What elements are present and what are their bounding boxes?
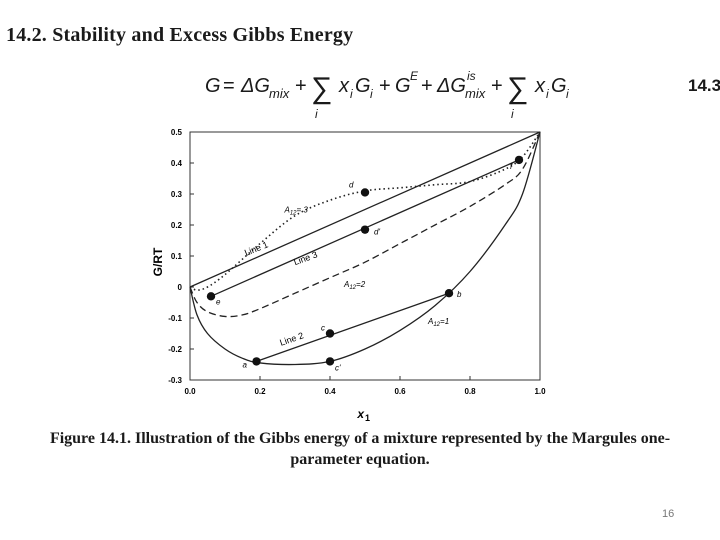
point-d-prime	[360, 225, 370, 234]
y-tick-label-2: -0.1	[168, 314, 182, 323]
x-axis-label: x	[356, 407, 365, 421]
x-tick-label-3: 0.6	[394, 387, 406, 396]
svg-text:x: x	[338, 75, 350, 97]
svg-text:E: E	[410, 69, 419, 83]
slide-heading: 14.2. Stability and Excess Gibbs Energy	[6, 24, 354, 46]
chart-points: a b c c' d d' e f	[206, 155, 524, 372]
annotation-a12-1: A12=1	[427, 317, 449, 328]
svg-text:i: i	[566, 87, 569, 101]
y-tick-label-0: -0.3	[168, 376, 182, 385]
x-tick-label-4: 0.8	[464, 387, 476, 396]
equation-number: 14.3	[688, 76, 720, 95]
point-label-d: d	[349, 180, 354, 189]
caption-line-1: Figure 14.1. Illustration of the Gibbs e…	[49, 430, 671, 447]
svg-text:is: is	[467, 69, 476, 83]
svg-text:i: i	[315, 107, 318, 121]
point-label-e: e	[216, 297, 221, 306]
plot-frame	[189, 131, 541, 381]
y-tick-label-4: 0.1	[171, 252, 183, 261]
caption-line-2: parameter equation.	[290, 451, 430, 468]
point-label-b: b	[457, 290, 462, 299]
y-tick-label-3: 0	[178, 283, 183, 292]
point-b	[444, 289, 454, 298]
gibbs-energy-chart: 0.0 0.2 0.4 0.6 0.8 1.0 -0.3 -0.2 -0.1 0 0.1 0.2 0.3…	[151, 128, 546, 423]
svg-text:mix: mix	[269, 86, 290, 101]
annotation-line-3: Line 3	[292, 249, 318, 267]
svg-text:G: G	[551, 75, 567, 97]
point-c-prime	[325, 357, 335, 366]
point-e	[206, 292, 216, 301]
svg-text:∑: ∑	[311, 72, 332, 105]
svg-text:ΔG: ΔG	[436, 75, 466, 97]
svg-text:G: G	[355, 75, 371, 97]
series-a12-2	[189, 131, 541, 318]
svg-text:mix: mix	[465, 86, 486, 101]
svg-text:+: +	[379, 75, 391, 97]
svg-text:G: G	[205, 75, 221, 97]
x-tick-label-2: 0.4	[324, 387, 336, 396]
point-a	[252, 357, 261, 366]
axis-ticks: 0.0 0.2 0.4 0.6 0.8 1.0 -0.3 -0.2 -0.1 0 0.1 0.2 0.3…	[168, 128, 546, 396]
svg-text:i: i	[350, 87, 353, 101]
svg-text:i: i	[511, 107, 514, 121]
point-f	[514, 155, 524, 165]
annotation-line-1: Line 1	[243, 239, 269, 257]
svg-text:ΔG: ΔG	[240, 75, 270, 97]
svg-text:x: x	[534, 75, 546, 97]
y-tick-label-7: 0.4	[171, 159, 183, 168]
svg-text:=: =	[223, 75, 235, 97]
series-line-1	[189, 131, 541, 288]
series-line-2	[256, 292, 450, 363]
x-tick-label-0: 0.0	[184, 387, 196, 396]
x-tick-label-1: 0.2	[254, 387, 266, 396]
y-tick-label-1: -0.2	[168, 345, 182, 354]
y-tick-label-5: 0.2	[171, 221, 183, 230]
point-label-c-prime: c'	[335, 363, 341, 372]
annotation-a12-3: A12= 3	[284, 206, 309, 217]
svg-text:∑: ∑	[507, 72, 528, 105]
svg-text:+: +	[421, 75, 433, 97]
svg-text:i: i	[546, 87, 549, 101]
svg-text:i: i	[370, 87, 373, 101]
point-d	[360, 188, 370, 197]
svg-text:+: +	[491, 75, 503, 97]
svg-text:+: +	[295, 75, 307, 97]
y-tick-label-6: 0.3	[171, 190, 183, 199]
gibbs-energy-equation: G = ΔG mix + ∑ i x i G i + G E + ΔG is m…	[205, 69, 569, 121]
point-label-f: f	[510, 162, 513, 171]
point-label-a: a	[243, 360, 248, 369]
point-label-c: c	[321, 324, 325, 333]
annotation-a12-2: A12=2	[343, 280, 366, 291]
x-axis-label-subscript: 1	[365, 413, 370, 423]
svg-text:G: G	[395, 75, 411, 97]
x-tick-label-5: 1.0	[534, 387, 546, 396]
point-c	[325, 329, 335, 338]
y-axis-label: G/RT	[151, 247, 165, 276]
point-label-d-prime: d'	[374, 228, 380, 237]
page-number: 16	[662, 508, 675, 520]
figure-caption: Figure 14.1. Illustration of the Gibbs e…	[6, 428, 714, 470]
y-tick-label-8: 0.5	[171, 128, 183, 137]
